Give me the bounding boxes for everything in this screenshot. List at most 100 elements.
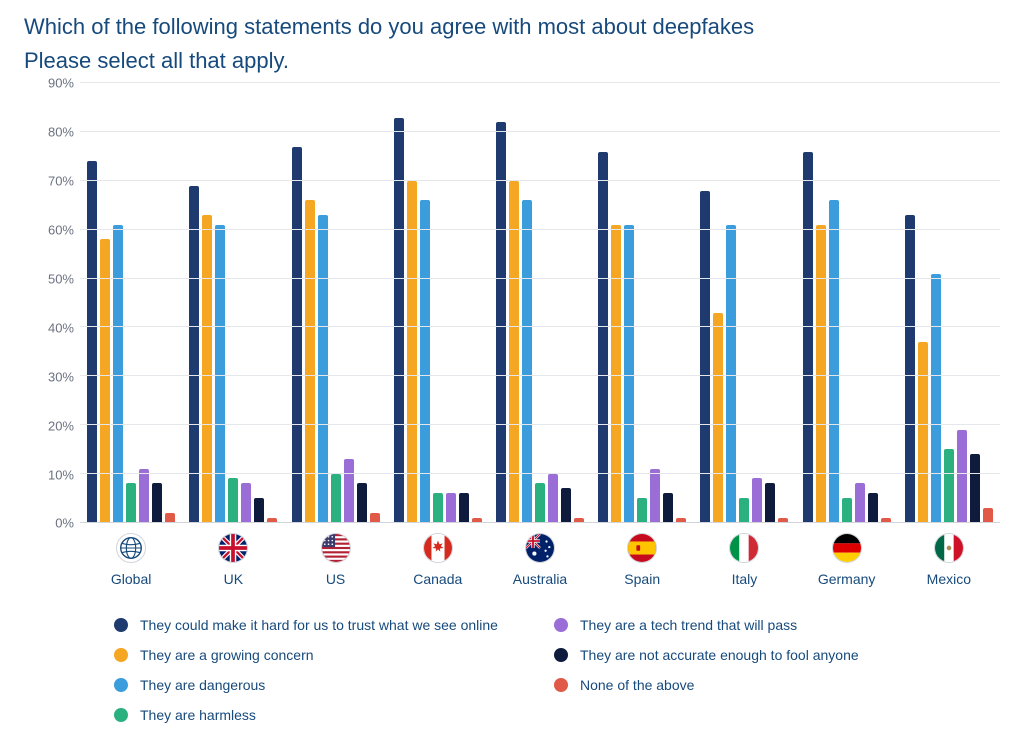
x-category: Germany [797, 533, 897, 587]
bar [446, 493, 456, 522]
y-tick-label: 20% [26, 418, 74, 433]
bar [496, 122, 506, 522]
flag-us-icon [321, 533, 351, 563]
gridline [80, 82, 1000, 83]
legend-item: They are a growing concern [114, 647, 524, 663]
bar [357, 483, 367, 522]
bar [663, 493, 673, 522]
bar [126, 483, 136, 522]
bar [165, 513, 175, 523]
bar-group [598, 83, 686, 522]
bar-groups [80, 83, 1000, 522]
bar [509, 181, 519, 522]
bar [113, 225, 123, 523]
legend-label: None of the above [580, 677, 694, 693]
flag-es-icon [627, 533, 657, 563]
bar [267, 518, 277, 523]
legend-item: They could make it hard for us to trust … [114, 617, 524, 633]
chart-title-line2: Please select all that apply. [24, 46, 1000, 76]
legend-swatch [554, 648, 568, 662]
bar [152, 483, 162, 522]
bar [100, 239, 110, 522]
bar [624, 225, 634, 523]
chart-area: 0%10%20%30%40%50%60%70%80%90% [24, 83, 1000, 523]
bar [459, 493, 469, 522]
bar-group [496, 83, 584, 522]
legend-swatch [114, 648, 128, 662]
bar-group [905, 83, 993, 522]
gridline [80, 131, 1000, 132]
bar [139, 469, 149, 523]
gridline [80, 229, 1000, 230]
bar [254, 498, 264, 522]
legend-swatch [114, 708, 128, 722]
chart-title-line1: Which of the following statements do you… [24, 12, 1000, 42]
x-category-label: Germany [818, 571, 876, 587]
bar [983, 508, 993, 523]
y-tick-label: 90% [26, 76, 74, 91]
x-category: US [286, 533, 386, 587]
bar [842, 498, 852, 522]
bar [905, 215, 915, 522]
legend-label: They are not accurate enough to fool any… [580, 647, 859, 663]
legend-swatch [554, 678, 568, 692]
bar [881, 518, 891, 523]
gridline [80, 375, 1000, 376]
bar [650, 469, 660, 523]
bar [868, 493, 878, 522]
legend-item: They are dangerous [114, 677, 524, 693]
bar [713, 313, 723, 523]
y-axis: 0%10%20%30%40%50%60%70%80%90% [24, 83, 80, 523]
gridline [80, 473, 1000, 474]
bar [87, 161, 97, 522]
legend-swatch [114, 678, 128, 692]
legend-swatch [554, 618, 568, 632]
legend-item: They are a tech trend that will pass [554, 617, 954, 633]
x-category: Italy [694, 533, 794, 587]
legend-label: They are harmless [140, 707, 256, 723]
x-axis: Global UK US Canada [80, 533, 1000, 587]
bar-group [292, 83, 380, 522]
bar [574, 518, 584, 523]
bar [215, 225, 225, 523]
legend-label: They are dangerous [140, 677, 265, 693]
globe-icon [116, 533, 146, 563]
legend-item: None of the above [554, 677, 954, 693]
bar-group [803, 83, 891, 522]
bar [407, 181, 417, 522]
bar [739, 498, 749, 522]
bar-group [87, 83, 175, 522]
bar [855, 483, 865, 522]
bar [548, 474, 558, 523]
bar [433, 493, 443, 522]
flag-uk-icon [218, 533, 248, 563]
flag-ca-icon [423, 533, 453, 563]
bar [918, 342, 928, 522]
gridline [80, 180, 1000, 181]
bar [370, 513, 380, 523]
flag-de-icon [832, 533, 862, 563]
x-category-label: UK [224, 571, 243, 587]
bar [228, 478, 238, 522]
x-category: Global [81, 533, 181, 587]
y-tick-label: 40% [26, 320, 74, 335]
bar [803, 152, 813, 523]
bar [318, 215, 328, 522]
y-tick-label: 80% [26, 125, 74, 140]
bar [676, 518, 686, 523]
y-tick-label: 60% [26, 223, 74, 238]
flag-mx-icon [934, 533, 964, 563]
plot-area [80, 83, 1000, 523]
bar [944, 449, 954, 522]
flag-au-icon [525, 533, 555, 563]
bar [535, 483, 545, 522]
gridline [80, 326, 1000, 327]
gridline [80, 278, 1000, 279]
bar [202, 215, 212, 522]
bar-group [394, 83, 482, 522]
bar [241, 483, 251, 522]
x-category-label: Spain [624, 571, 660, 587]
bar [344, 459, 354, 522]
bar [561, 488, 571, 522]
x-category: Australia [490, 533, 590, 587]
